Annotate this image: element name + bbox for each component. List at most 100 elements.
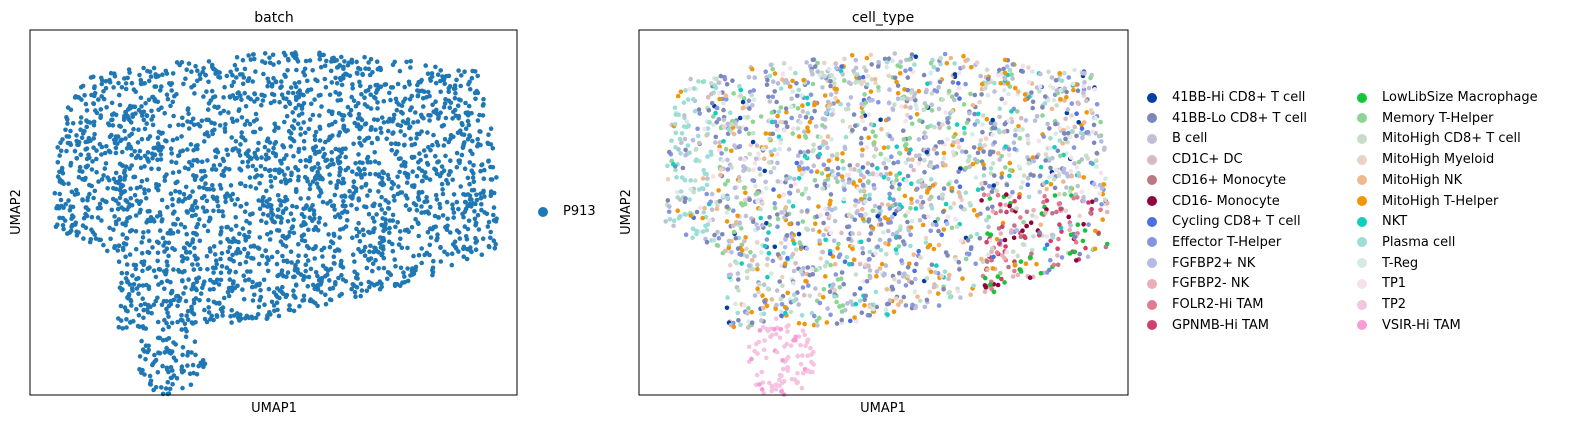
scatter-point: [763, 69, 768, 74]
scatter-point: [460, 211, 465, 217]
scatter-point: [800, 370, 806, 376]
scatter-point: [63, 127, 68, 133]
scatter-point: [716, 117, 722, 122]
scatter-point: [1013, 127, 1018, 133]
scatter-point: [370, 70, 375, 75]
scatter-point: [221, 95, 226, 100]
scatter-point: [387, 230, 392, 236]
scatter-point: [922, 169, 927, 175]
scatter-point: [1030, 105, 1035, 111]
scatter-point: [127, 133, 132, 139]
scatter-point: [343, 224, 349, 229]
scatter-point: [775, 113, 780, 119]
scatter-point: [165, 379, 171, 385]
scatter-point: [416, 252, 422, 258]
scatter-point: [980, 129, 985, 135]
scatter-point: [248, 269, 253, 274]
scatter-point: [1055, 253, 1060, 258]
scatter-point: [108, 236, 113, 242]
scatter-point: [87, 239, 93, 245]
scatter-point: [742, 157, 747, 162]
scatter-point: [166, 240, 172, 246]
scatter-point: [875, 64, 881, 69]
scatter-point: [909, 196, 914, 202]
scatter-point: [811, 350, 816, 355]
scatter-point: [486, 219, 492, 225]
scatter-point: [844, 254, 850, 260]
scatter-point: [842, 78, 847, 83]
scatter-point: [984, 259, 990, 264]
scatter-point: [74, 187, 79, 193]
scatter-point: [927, 196, 932, 202]
scatter-point: [264, 220, 269, 225]
scatter-point: [777, 279, 782, 284]
scatter-point: [463, 126, 469, 131]
scatter-point: [832, 86, 837, 91]
scatter-point: [356, 229, 362, 235]
scatter-point: [99, 81, 105, 87]
scatter-point: [351, 179, 357, 184]
scatter-point: [794, 380, 800, 386]
scatter-point: [776, 109, 782, 115]
scatter-point: [284, 153, 289, 158]
scatter-point: [89, 183, 94, 189]
scatter-point: [403, 203, 409, 208]
scatter-point: [795, 126, 801, 131]
scatter-point: [208, 98, 213, 103]
scatter-point: [139, 113, 145, 118]
scatter-point: [167, 123, 173, 129]
scatter-point: [772, 89, 777, 94]
scatter-point: [891, 197, 896, 202]
scatter-point: [768, 271, 774, 277]
scatter-point: [774, 382, 779, 388]
scatter-point: [95, 206, 101, 211]
scatter-point: [366, 279, 372, 285]
scatter-point: [351, 98, 357, 103]
scatter-point: [147, 373, 153, 379]
scatter-point: [140, 268, 145, 274]
scatter-point: [1025, 140, 1031, 146]
scatter-point: [227, 94, 233, 99]
scatter-point: [158, 152, 164, 157]
scatter-point: [463, 200, 469, 205]
scatter-point: [194, 205, 200, 210]
scatter-point: [180, 385, 185, 391]
scatter-point: [307, 158, 313, 163]
scatter-point: [995, 282, 1001, 288]
scatter-point: [822, 93, 828, 98]
scatter-point: [850, 128, 855, 133]
scatter-point: [1018, 115, 1024, 121]
scatter-point: [1037, 230, 1042, 235]
scatter-point: [817, 292, 822, 298]
scatter-point: [130, 288, 135, 293]
scatter-point: [239, 130, 244, 135]
scatter-point: [405, 266, 410, 271]
scatter-point: [362, 171, 368, 177]
scatter-point: [274, 261, 280, 267]
scatter-point: [466, 103, 472, 109]
scatter-point: [998, 202, 1003, 207]
scatter-point: [372, 159, 378, 164]
scatter-point: [417, 151, 422, 156]
scatter-point: [191, 147, 196, 153]
scatter-point: [841, 281, 846, 287]
scatter-point: [206, 79, 211, 85]
scatter-point: [835, 179, 840, 184]
scatter-point: [918, 255, 923, 260]
scatter-point: [230, 191, 236, 197]
scatter-point: [839, 270, 845, 275]
scatter-point: [1043, 158, 1048, 163]
scatter-point: [193, 286, 198, 291]
scatter-point: [431, 132, 436, 138]
scatter-point: [1041, 199, 1046, 205]
scatter-point: [1053, 121, 1058, 127]
scatter-point: [329, 150, 335, 155]
scatter-point: [272, 175, 278, 181]
scatter-point: [259, 92, 264, 98]
scatter-point: [210, 265, 216, 271]
scatter-point: [96, 179, 101, 184]
scatter-point: [830, 107, 836, 112]
scatter-point: [783, 237, 788, 242]
scatter-point: [696, 79, 701, 84]
scatter-point: [1082, 120, 1087, 125]
